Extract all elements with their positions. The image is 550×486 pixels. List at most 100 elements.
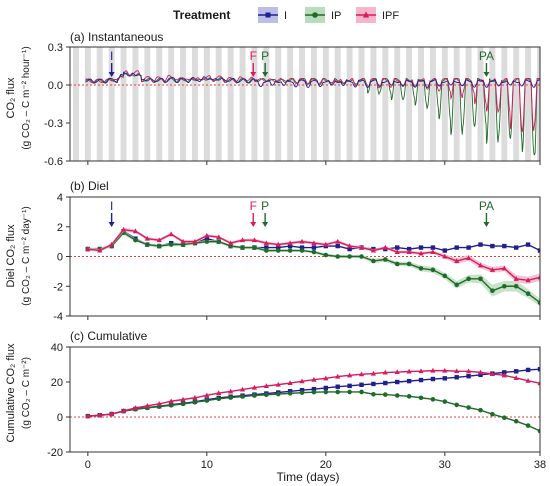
panel-b-point-IPF-31 (454, 258, 460, 263)
panel-a-ylabel-line2: (g CO₂ – C m⁻² hour⁻¹) (21, 46, 32, 149)
panel-c-point-I-29 (430, 376, 436, 382)
panel-a-night-band (168, 47, 175, 161)
panel-a-night-band (513, 47, 520, 161)
panel-b-point-I-31 (454, 245, 459, 250)
panel-b-point-I-32 (466, 245, 471, 250)
legend-label-IP: IP (331, 10, 341, 22)
panel-c-point-IPF-34 (489, 371, 496, 376)
panel-c-point-IPF-26 (394, 369, 400, 375)
panel-c-point-IP-26 (394, 393, 400, 398)
panel-c-line-IP (87, 391, 540, 432)
panel-c-frame (69, 346, 541, 453)
panel-a-ytick-label-0: 0.3 (48, 42, 63, 54)
panel-a-title: (a) Instantaneous (70, 30, 163, 44)
panel-b-ytick-label-4: -4 (53, 311, 63, 323)
panel-b-point-IPF-2 (109, 241, 115, 247)
panel-c-point-IPF-30 (442, 367, 448, 373)
panel-b-point-IPF-7 (168, 231, 174, 237)
panel-c-point-IP-22 (347, 389, 352, 395)
panel-c-point-I-31 (454, 375, 459, 380)
panel-c-point-IP-12 (228, 395, 233, 400)
legend-label-IPF: IPF (382, 10, 399, 22)
panel-a-night-band (108, 47, 115, 161)
panel-a-plot-area (70, 47, 540, 161)
panel-c-point-I-23 (359, 382, 364, 387)
panel-a-annotation-f: F (250, 49, 257, 63)
panel-b-point-IP-16 (275, 248, 281, 253)
panel-c-point-IPF-23 (358, 371, 365, 377)
panel-b-series-IPF (85, 226, 540, 285)
panel-b-title: (b) Diel (70, 179, 109, 193)
panel-b-point-IPF-33 (477, 262, 484, 268)
panel-a-night-band (501, 47, 508, 161)
panel-b-point-IP-28 (418, 266, 424, 271)
panel-a-night-band (358, 47, 365, 161)
panel-a-night-band (180, 47, 187, 161)
panel-b-point-IPF-10 (204, 232, 210, 238)
panel-c-ytick-label-1: 20 (51, 377, 63, 389)
panel-a-night-band (441, 47, 448, 161)
panel-b-point-IPF-30 (442, 253, 448, 259)
panel-b-annotation-i: I (110, 199, 113, 213)
panel-b-point-I-28 (418, 245, 424, 250)
panel-c-point-IP-11 (216, 396, 222, 402)
panel-c-point-IPF-37 (525, 377, 531, 383)
panel-a-ytick-label-1: 0.0 (48, 80, 63, 92)
panel-b-annotation-arrowhead-pa (483, 222, 490, 227)
panel-b-ytick-label-1: 2 (57, 222, 63, 234)
panel-b-ytick-label-2: 0 (57, 252, 63, 264)
panel-a-trace-I (85, 71, 540, 88)
panel-a-night-band (251, 47, 258, 161)
legend-marker-IPF (362, 11, 370, 18)
panel-c-point-IPF-25 (382, 369, 388, 375)
panel-b-point-IP-29 (430, 267, 436, 273)
panel-c-point-IP-17 (287, 391, 293, 396)
panel-b-point-I-38 (537, 248, 540, 253)
panel-c-point-I-26 (395, 379, 400, 385)
panel-c-point-IPF-17 (287, 380, 293, 386)
panel-b-point-IPF-12 (228, 240, 234, 246)
panel-a-annotation-pa: PA (479, 49, 494, 63)
panel-b-point-I-19 (311, 245, 317, 250)
panel-b-point-IPF-11 (216, 234, 222, 240)
panel-c-point-IPF-4 (132, 405, 139, 410)
panel-c-point-IPF-13 (239, 386, 246, 392)
panel-a-night-band (322, 47, 329, 161)
panel-c-point-IP-19 (311, 389, 317, 395)
panel-b-point-IP-20 (323, 252, 329, 258)
panel-c-point-IP-38 (537, 428, 540, 434)
panel-c-point-IP-9 (192, 400, 198, 405)
panel-b-point-IPF-25 (382, 244, 388, 250)
panel-b-point-IP-33 (478, 276, 483, 282)
panel-b-point-IPF-28 (418, 250, 424, 256)
panel-c-point-IPF-3 (120, 408, 127, 413)
panel-c-point-IP-16 (275, 391, 281, 397)
panel-a-annotation-arrowhead-i (108, 72, 115, 77)
panel-c-point-I-18 (299, 388, 305, 393)
panel-c-point-IP-32 (466, 405, 471, 410)
panel-a-ytick-label-2: -0.3 (44, 118, 63, 130)
panel-b-point-IP-18 (299, 248, 305, 253)
panel-c-point-I-24 (371, 381, 376, 387)
panel-b-point-I-21 (335, 243, 340, 249)
panel-c-ylabel-line2: (g CO₂ – C m⁻²) (21, 357, 32, 429)
panel-c-point-IPF-24 (370, 370, 377, 376)
panel-b-point-IPF-29 (430, 249, 436, 255)
panel-a-night-band (96, 47, 103, 161)
panel-b-point-IPF-32 (466, 255, 472, 260)
panel-b-point-IPF-14 (251, 237, 258, 243)
panel-c-point-IPF-31 (454, 368, 460, 374)
panel-c-point-IPF-20 (323, 375, 329, 381)
legend-item-IPF: IPF (356, 7, 399, 23)
panel-b-point-IPF-27 (406, 249, 412, 255)
panel-b-point-I-15 (264, 245, 269, 250)
panel-c-point-IPF-6 (156, 401, 162, 406)
panel-a-annotation-i: I (110, 49, 113, 63)
panel-b-point-IP-31 (454, 282, 460, 288)
panel-c-point-I-35 (502, 370, 507, 375)
panel-c-point-IPF-16 (275, 381, 281, 387)
panel-a-night-band (299, 47, 305, 161)
panel-b-ylabel-line1: Diel CO₂ flux (5, 224, 17, 287)
panel-b-point-IP-30 (442, 273, 448, 279)
